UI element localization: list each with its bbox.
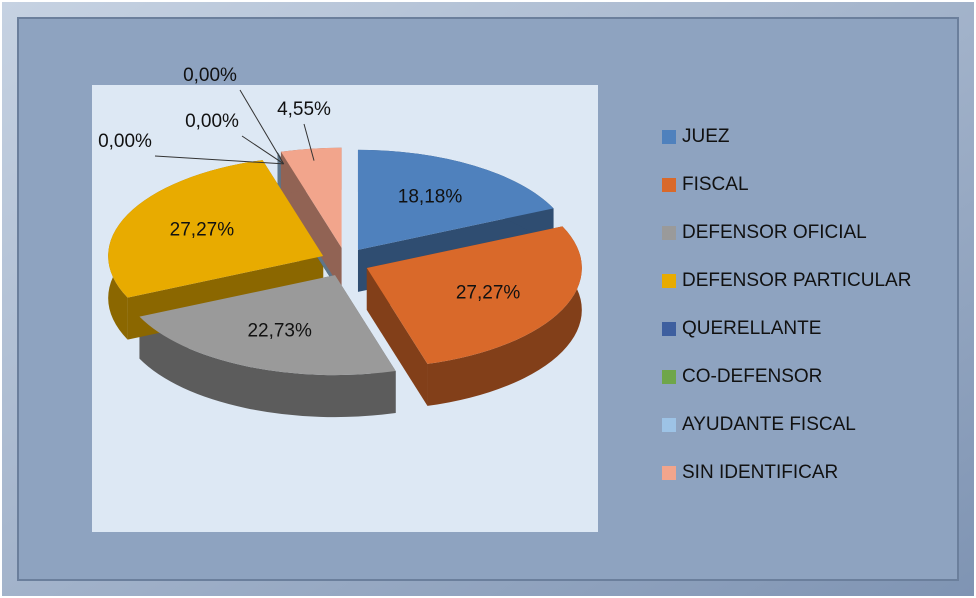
slice	[108, 160, 324, 298]
legend-swatch	[662, 466, 676, 480]
slice	[366, 226, 582, 364]
leader-line	[241, 135, 284, 165]
legend-label: JUEZ	[682, 126, 730, 147]
legend-swatch	[662, 322, 676, 336]
legend-swatch	[662, 178, 676, 192]
pie-tops	[108, 147, 582, 376]
legend-swatch	[662, 370, 676, 384]
slice-side	[366, 267, 428, 406]
leader-line	[303, 123, 315, 161]
data-label: 22,73%	[247, 321, 312, 342]
legend-swatch	[662, 274, 676, 288]
slice-side	[427, 226, 582, 406]
data-label: 27,27%	[456, 283, 521, 304]
slice-side	[139, 316, 396, 418]
legend-label: DEFENSOR PARTICULAR	[682, 270, 911, 291]
legend-swatch	[662, 226, 676, 240]
slice	[280, 147, 342, 248]
labels: 18,18% 27,27% 22,73% 27,27% 0,00% 0,00% 0,00% 4…	[98, 65, 520, 342]
data-label: 0,00%	[183, 65, 237, 86]
slice	[139, 275, 396, 376]
leader-line	[154, 155, 284, 165]
legend-label: CO-DEFENSOR	[682, 366, 822, 387]
legend: JUEZ FISCAL DEFENSOR OFICIAL DEFENSOR PARTI…	[662, 126, 911, 483]
legend-label: QUERELLANTE	[682, 318, 821, 339]
legend-swatch	[662, 418, 676, 432]
data-label: 0,00%	[185, 111, 239, 132]
data-label: 0,00%	[98, 131, 152, 152]
legend-label: FISCAL	[682, 174, 749, 195]
data-label: 4,55%	[277, 99, 331, 120]
data-label: 27,27%	[170, 219, 235, 240]
data-label: 18,18%	[398, 187, 463, 208]
leader-line	[239, 89, 285, 165]
legend-label: AYUDANTE FISCAL	[682, 414, 856, 435]
legend-label: DEFENSOR OFICIAL	[682, 222, 867, 243]
slice	[357, 149, 554, 250]
legend-label: SIN IDENTIFICAR	[682, 462, 838, 483]
legend-swatch	[662, 130, 676, 144]
